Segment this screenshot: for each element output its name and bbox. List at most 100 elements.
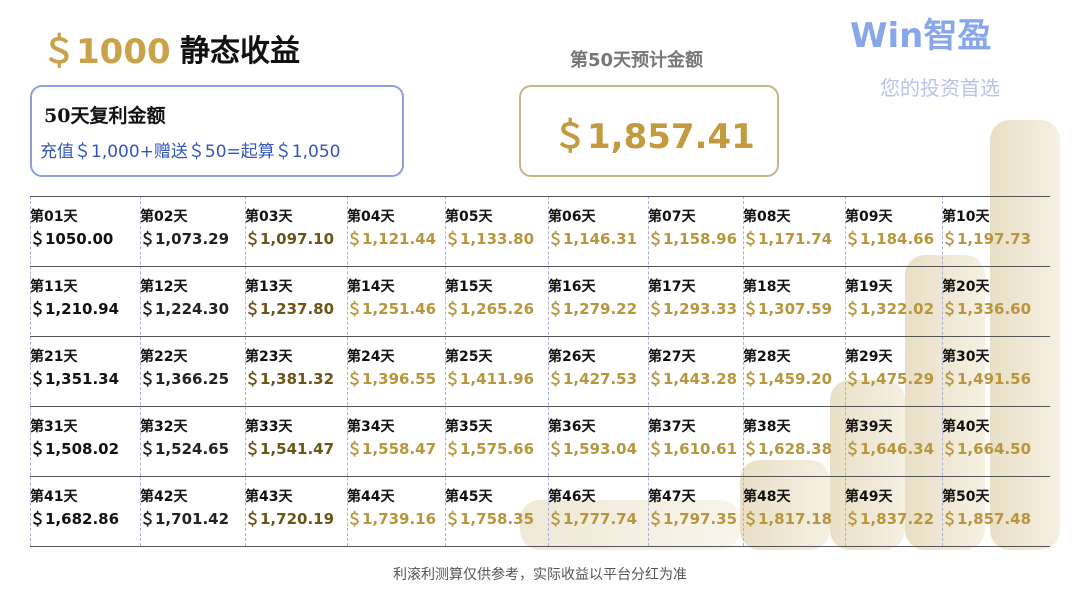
day-cell: 第14天 ＄1,251.46 [347, 276, 436, 320]
day-cell: 第33天 ＄1,541.47 [245, 416, 334, 460]
day-cell: 第24天 ＄1,396.55 [347, 346, 436, 390]
day-cell: 第19天 ＄1,322.02 [845, 276, 934, 320]
row-divider [30, 336, 1050, 337]
day-label: 第11天 [30, 279, 78, 295]
day-cell: 第23天 ＄1,381.32 [245, 346, 334, 390]
day-amount: ＄1,279.22 [548, 300, 638, 318]
day-amount: ＄1,443.28 [648, 370, 738, 388]
day-amount: ＄1,558.47 [347, 440, 437, 458]
day-amount: ＄1,184.66 [845, 230, 935, 248]
day-label: 第43天 [245, 489, 293, 505]
day-amount: ＄1,682.86 [30, 510, 120, 528]
day-label: 第48天 [743, 489, 791, 505]
day-label: 第02天 [140, 209, 188, 225]
day-label: 第28天 [743, 349, 791, 365]
day-label: 第15天 [445, 279, 493, 295]
grid-line [548, 196, 549, 546]
day-cell: 第42天 ＄1,701.42 [140, 486, 229, 530]
day-label: 第19天 [845, 279, 893, 295]
day-amount: ＄1,146.31 [548, 230, 638, 248]
day-amount: ＄1,322.02 [845, 300, 935, 318]
title-amount: ＄1000 [42, 32, 171, 72]
day-cell: 第07天 ＄1,158.96 [648, 206, 737, 250]
row-divider [30, 196, 1050, 197]
day-label: 第17天 [648, 279, 696, 295]
day-cell: 第37天 ＄1,610.61 [648, 416, 737, 460]
day-amount: ＄1,575.66 [445, 440, 535, 458]
day-amount: ＄1,307.59 [743, 300, 833, 318]
day-amount: ＄1,610.61 [648, 440, 738, 458]
day-amount: ＄1,646.34 [845, 440, 935, 458]
day-label: 第39天 [845, 419, 893, 435]
day-label: 第42天 [140, 489, 188, 505]
row-divider [30, 266, 1050, 267]
grid-line [140, 196, 141, 546]
day-amount: ＄1,251.46 [347, 300, 437, 318]
day-amount: ＄1,396.55 [347, 370, 437, 388]
day-amount: ＄1,381.32 [245, 370, 335, 388]
summary-detail: 充值＄1,000+赠送＄50=起算＄1,050 [40, 142, 341, 162]
day-label: 第50天 [942, 489, 990, 505]
row-divider [30, 406, 1050, 407]
logo-brand: Win智盈 [850, 16, 992, 56]
day-cell: 第26天 ＄1,427.53 [548, 346, 637, 390]
day-label: 第23天 [245, 349, 293, 365]
day-label: 第30天 [942, 349, 990, 365]
day-amount: ＄1,073.29 [140, 230, 230, 248]
day-label: 第35天 [445, 419, 493, 435]
day-cell: 第29天 ＄1,475.29 [845, 346, 934, 390]
day-cell: 第41天 ＄1,682.86 [30, 486, 119, 530]
row-divider [30, 546, 1050, 547]
day-cell: 第43天 ＄1,720.19 [245, 486, 334, 530]
day-cell: 第47天 ＄1,797.35 [648, 486, 737, 530]
day-amount: ＄1,739.16 [347, 510, 437, 528]
day-label: 第41天 [30, 489, 78, 505]
grid-line [942, 196, 943, 546]
day-label: 第46天 [548, 489, 596, 505]
day-label: 第12天 [140, 279, 188, 295]
day-cell: 第36天 ＄1,593.04 [548, 416, 637, 460]
day-amount: ＄1,411.96 [445, 370, 535, 388]
day-cell: 第04天 ＄1,121.44 [347, 206, 436, 250]
day-label: 第01天 [30, 209, 78, 225]
day-label: 第40天 [942, 419, 990, 435]
day-label: 第07天 [648, 209, 696, 225]
day-cell: 第05天 ＄1,133.80 [445, 206, 534, 250]
day-cell: 第30天 ＄1,491.56 [942, 346, 1031, 390]
day-label: 第27天 [648, 349, 696, 365]
day-amount: ＄1,817.18 [743, 510, 833, 528]
day-amount: ＄1050.00 [30, 230, 114, 248]
day-cell: 第44天 ＄1,739.16 [347, 486, 436, 530]
day-cell: 第46天 ＄1,777.74 [548, 486, 637, 530]
day-label: 第06天 [548, 209, 596, 225]
forecast-amount: ＄1,857.41 [553, 117, 755, 157]
day-label: 第24天 [347, 349, 395, 365]
grid-line [245, 196, 246, 546]
day-amount: ＄1,701.42 [140, 510, 230, 528]
day-amount: ＄1,097.10 [245, 230, 335, 248]
day-cell: 第13天 ＄1,237.80 [245, 276, 334, 320]
day-label: 第32天 [140, 419, 188, 435]
day-cell: 第48天 ＄1,817.18 [743, 486, 832, 530]
day-cell: 第18天 ＄1,307.59 [743, 276, 832, 320]
day-cell: 第27天 ＄1,443.28 [648, 346, 737, 390]
day-label: 第16天 [548, 279, 596, 295]
day-amount: ＄1,593.04 [548, 440, 638, 458]
day-label: 第14天 [347, 279, 395, 295]
day-amount: ＄1,758.35 [445, 510, 535, 528]
day-label: 第13天 [245, 279, 293, 295]
day-label: 第25天 [445, 349, 493, 365]
grid-line [347, 196, 348, 546]
day-amount: ＄1,237.80 [245, 300, 335, 318]
day-cell: 第06天 ＄1,146.31 [548, 206, 637, 250]
day-cell: 第28天 ＄1,459.20 [743, 346, 832, 390]
day-amount: ＄1,210.94 [30, 300, 120, 318]
day-cell: 第02天 ＄1,073.29 [140, 206, 229, 250]
day-amount: ＄1,508.02 [30, 440, 120, 458]
forecast-box: ＄1,857.41 [519, 85, 779, 177]
day-label: 第38天 [743, 419, 791, 435]
table: 第01天 ＄1050.00 第02天 ＄1,073.29 第03天 ＄1,097.10 第0… [30, 196, 1050, 546]
day-cell: 第38天 ＄1,628.38 [743, 416, 832, 460]
day-label: 第49天 [845, 489, 893, 505]
day-label: 第21天 [30, 349, 78, 365]
